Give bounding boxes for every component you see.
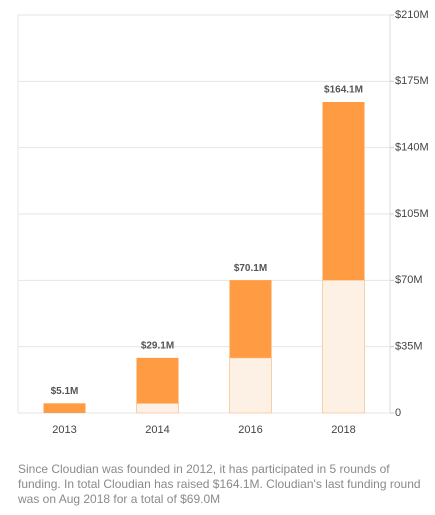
bar-segment <box>322 101 365 281</box>
bar-segment <box>136 357 179 404</box>
x-tick-label: 2014 <box>145 424 169 436</box>
y-tick-label: 0 <box>395 407 401 419</box>
bar-segment <box>229 357 272 414</box>
bar-segment <box>43 403 86 413</box>
x-tick-label: 2018 <box>331 424 355 436</box>
y-tick-label: $140M <box>395 142 429 154</box>
y-tick-label: $175M <box>395 75 429 87</box>
chart: 0 $35M $70M $105M $140M $175M $210M $5.1M 2013 $2… <box>17 9 429 436</box>
bar-segment <box>229 280 272 358</box>
y-tick-label: $105M <box>395 208 429 220</box>
data-label: $70.1M <box>234 263 267 274</box>
bar-segment <box>322 279 365 414</box>
y-tick-label: $35M <box>395 341 423 353</box>
bar-segment <box>136 402 179 414</box>
data-label: $164.1M <box>324 85 363 96</box>
y-tick-label: $70M <box>395 274 423 286</box>
x-tick-label: 2013 <box>52 424 76 436</box>
y-tick-label: $210M <box>395 9 429 21</box>
caption: Since Cloudian was founded in 2012, it h… <box>18 462 421 506</box>
data-label: $5.1M <box>51 386 79 397</box>
x-tick-label: 2016 <box>238 424 262 436</box>
data-label: $29.1M <box>141 340 174 351</box>
